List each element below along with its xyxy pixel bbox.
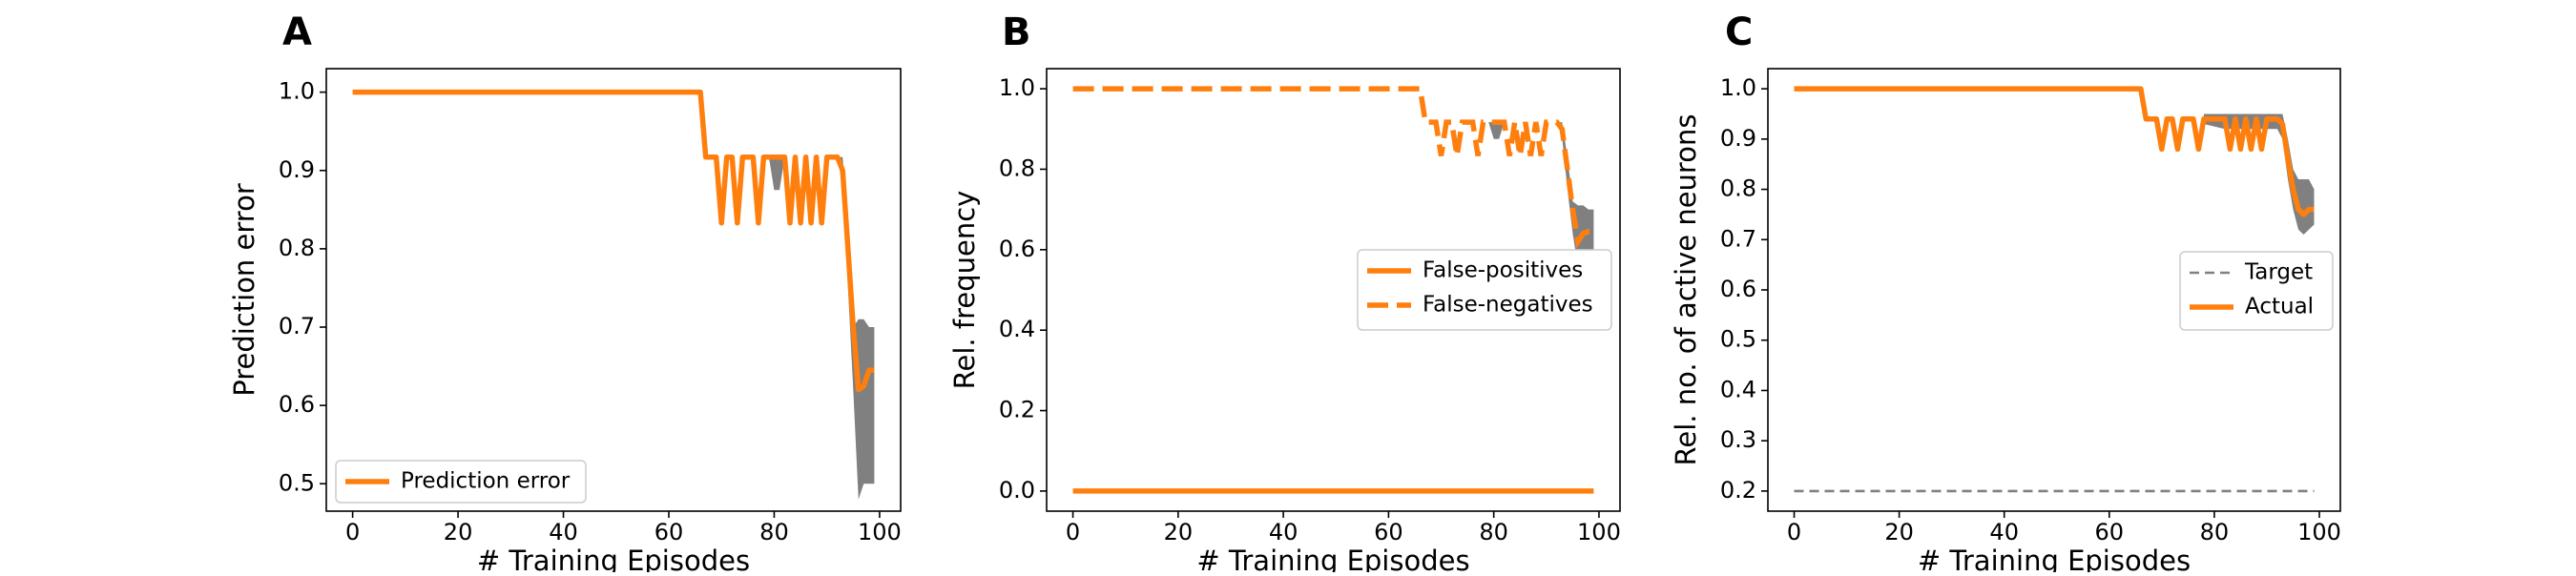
- x-tick-label: 0: [1066, 519, 1080, 545]
- y-tick-label: 0.8: [279, 235, 315, 261]
- legend-frame: [1357, 249, 1612, 331]
- x-axis-label: # Training Episodes: [1196, 545, 1469, 572]
- y-tick-label: 0.3: [1720, 426, 1756, 453]
- x-tick-label: 0: [1787, 519, 1801, 545]
- y-axis-label: Rel. no. of active neurons: [1670, 114, 1702, 466]
- x-tick-label: 20: [444, 519, 473, 545]
- x-tick-label: 40: [549, 519, 578, 545]
- legend-label: Target: [2244, 260, 2313, 285]
- legend-label: False-negatives: [1423, 293, 1593, 318]
- x-tick-label: 60: [1374, 519, 1403, 545]
- y-tick-label: 1.0: [999, 74, 1035, 101]
- series-line: [352, 89, 875, 393]
- y-tick-label: 0.4: [999, 316, 1035, 342]
- series-line: [1072, 86, 1594, 249]
- y-tick-label: 0.7: [279, 313, 315, 339]
- x-tick-label: 40: [1989, 519, 2019, 545]
- y-axis-label: Rel. frequency: [948, 191, 981, 390]
- y-tick-label: 1.0: [1720, 74, 1756, 101]
- x-tick-label: 60: [2095, 519, 2125, 545]
- y-tick-label: 1.0: [279, 78, 315, 105]
- y-tick-label: 0.2: [999, 397, 1035, 423]
- x-axis-label: # Training Episodes: [477, 545, 750, 572]
- y-tick-label: 0.9: [1720, 125, 1756, 152]
- panel-letter: B: [1002, 10, 1031, 54]
- x-tick-label: 80: [759, 519, 789, 545]
- y-tick-label: 0.5: [1720, 326, 1756, 353]
- x-tick-label: 20: [1884, 519, 1914, 545]
- y-tick-label: 0.2: [1720, 477, 1756, 504]
- legend-label: Actual: [2245, 295, 2314, 319]
- y-tick-label: 0.6: [999, 236, 1035, 262]
- legend-label: False-positives: [1423, 258, 1583, 283]
- y-tick-label: 0.8: [999, 154, 1035, 181]
- series-line: [1794, 86, 2315, 217]
- x-tick-label: 100: [2297, 519, 2341, 545]
- y-axis-label: Prediction error: [228, 183, 260, 397]
- legend: Prediction error: [335, 460, 587, 504]
- y-tick-label: 0.4: [1720, 376, 1756, 402]
- panel-a: A 0 20 40 60 80 100 0.5 0.6 0.7 0.8 0.9 1.0 # Trainin…: [228, 10, 902, 576]
- y-tick-label: 0.0: [999, 477, 1035, 504]
- x-tick-label: 100: [858, 519, 902, 545]
- legend-frame: [335, 460, 587, 504]
- x-tick-label: 40: [1269, 519, 1298, 545]
- x-tick-label: 0: [345, 519, 360, 545]
- axes-frame: [1046, 68, 1621, 512]
- y-tick-label: 0.7: [1720, 225, 1756, 252]
- legend: Target Actual: [2179, 251, 2334, 331]
- x-tick-label: 80: [2200, 519, 2230, 545]
- panel-letter: C: [1725, 10, 1753, 54]
- legend-label: Prediction error: [401, 469, 571, 494]
- y-tick-label: 0.8: [1720, 175, 1756, 202]
- panel-c: C 0 20 40 60 80 100 0.2 0.3 0.4 0.5 0.6 0.7 0.8 0.9 1.0…: [1670, 10, 2341, 576]
- x-tick-label: 100: [1577, 519, 1621, 545]
- y-tick-label: 0.6: [1720, 276, 1756, 302]
- panel-b: B 0 20 40 60 80 100 0.0 0.2 0.4 0.6 0.8 1.0 # Trainin…: [948, 10, 1621, 576]
- y-tick-label: 0.9: [279, 156, 315, 183]
- x-axis-label: # Training Episodes: [1918, 545, 2191, 572]
- x-tick-label: 20: [1164, 519, 1194, 545]
- x-tick-label: 80: [1479, 519, 1508, 545]
- axes-frame: [325, 68, 902, 512]
- legend-frame: [2179, 251, 2334, 331]
- x-tick-label: 60: [654, 519, 684, 545]
- y-tick-label: 0.6: [279, 391, 315, 418]
- legend: False-positives False-negatives: [1357, 249, 1612, 331]
- y-tick-label: 0.5: [279, 469, 315, 496]
- panel-letter: A: [282, 10, 312, 54]
